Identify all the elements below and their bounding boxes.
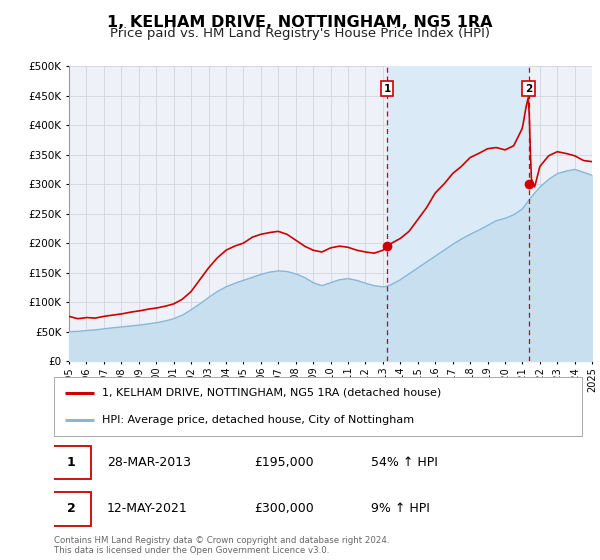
Text: £300,000: £300,000 (254, 502, 314, 515)
Bar (387, 66, 529, 361)
Text: 2: 2 (67, 502, 76, 515)
Text: 1, KELHAM DRIVE, NOTTINGHAM, NG5 1RA (detached house): 1, KELHAM DRIVE, NOTTINGHAM, NG5 1RA (de… (101, 388, 441, 398)
Text: 12-MAY-2021: 12-MAY-2021 (107, 502, 188, 515)
Text: HPI: Average price, detached house, City of Nottingham: HPI: Average price, detached house, City… (101, 415, 413, 425)
Text: 1: 1 (67, 456, 76, 469)
Text: Contains HM Land Registry data © Crown copyright and database right 2024.: Contains HM Land Registry data © Crown c… (54, 536, 389, 545)
Text: 54% ↑ HPI: 54% ↑ HPI (371, 456, 437, 469)
Text: £195,000: £195,000 (254, 456, 314, 469)
Text: This data is licensed under the Open Government Licence v3.0.: This data is licensed under the Open Gov… (54, 546, 329, 555)
Text: 1, KELHAM DRIVE, NOTTINGHAM, NG5 1RA: 1, KELHAM DRIVE, NOTTINGHAM, NG5 1RA (107, 15, 493, 30)
Text: Price paid vs. HM Land Registry's House Price Index (HPI): Price paid vs. HM Land Registry's House … (110, 27, 490, 40)
FancyBboxPatch shape (52, 446, 91, 479)
Text: 28-MAR-2013: 28-MAR-2013 (107, 456, 191, 469)
FancyBboxPatch shape (52, 492, 91, 526)
Text: 1: 1 (383, 83, 391, 94)
Text: 2: 2 (525, 83, 532, 94)
Text: 9% ↑ HPI: 9% ↑ HPI (371, 502, 430, 515)
